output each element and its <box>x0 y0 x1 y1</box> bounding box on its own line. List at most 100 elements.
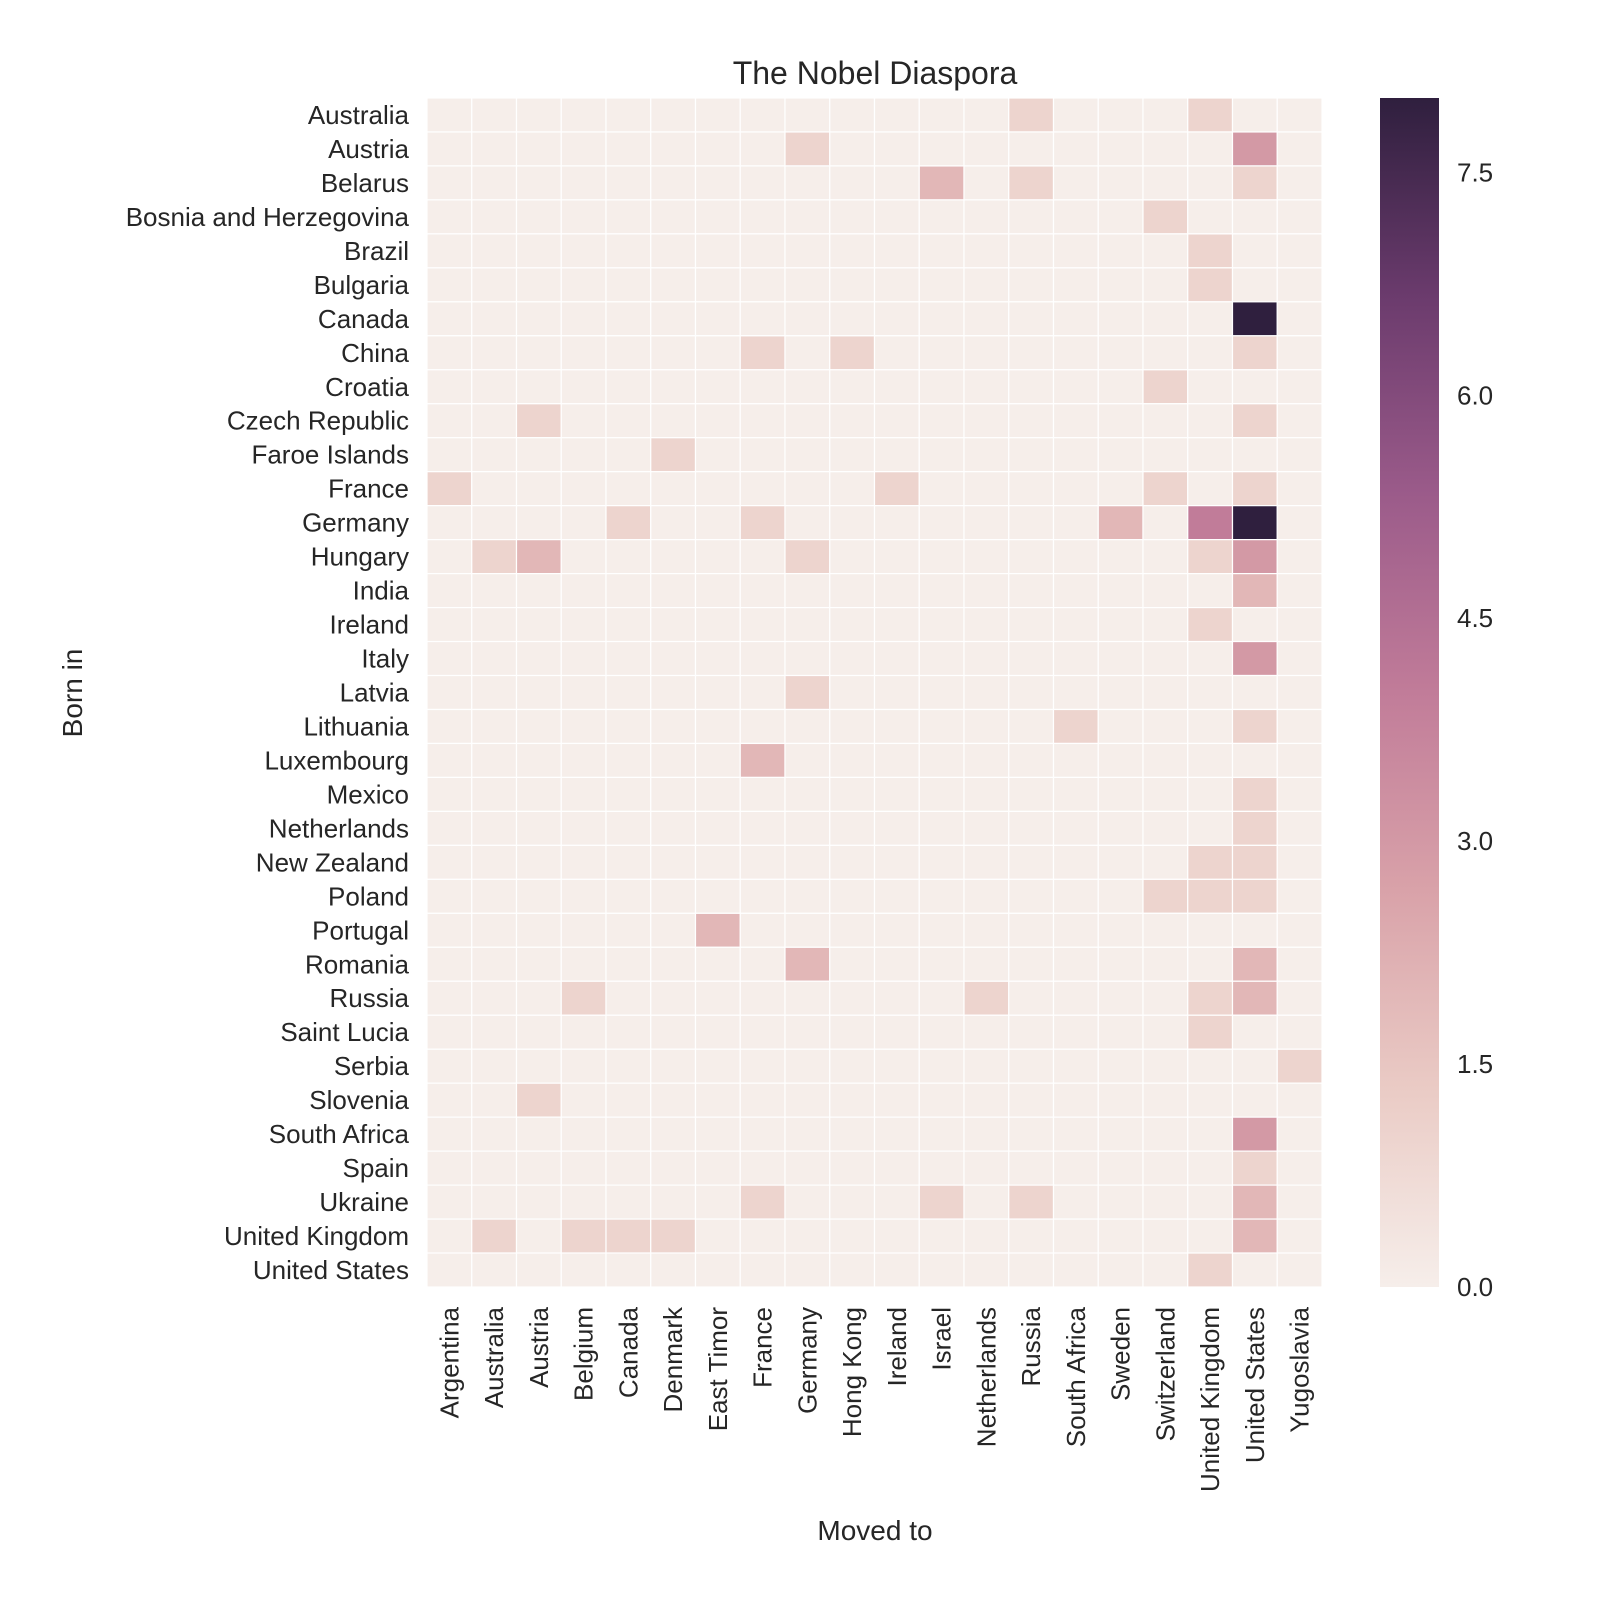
y-tick-label: Czech Republic <box>227 406 409 436</box>
heatmap-cell <box>1008 335 1055 371</box>
heatmap-cell <box>1008 539 1055 575</box>
heatmap-cell <box>426 437 473 473</box>
heatmap-cell <box>1008 878 1055 914</box>
heatmap-cell <box>426 301 473 337</box>
heatmap-cell <box>1097 505 1144 541</box>
heatmap-cell <box>1231 369 1278 405</box>
heatmap-cell <box>1052 946 1099 982</box>
heatmap-cell <box>873 980 920 1016</box>
heatmap-cell <box>426 505 473 541</box>
heatmap-cell <box>873 1184 920 1220</box>
heatmap-cell <box>560 572 607 609</box>
heatmap-cell <box>1052 471 1099 507</box>
heatmap-cell <box>1187 776 1234 813</box>
heatmap-cell <box>918 572 965 609</box>
heatmap-cell <box>560 233 607 269</box>
heatmap-cell <box>1276 810 1323 846</box>
heatmap-cell <box>605 776 652 813</box>
heatmap-cell <box>829 199 876 235</box>
heatmap-cell <box>829 471 876 507</box>
heatmap-cell <box>471 471 518 507</box>
heatmap-cell <box>694 539 741 575</box>
heatmap-cell <box>1008 267 1055 303</box>
heatmap-cell <box>694 810 741 846</box>
heatmap-cell <box>963 403 1010 439</box>
heatmap-cell <box>605 403 652 439</box>
heatmap-cell <box>560 912 607 948</box>
y-tick-label: Belarus <box>321 168 409 198</box>
heatmap-cell <box>560 1116 607 1152</box>
heatmap-cell <box>784 505 831 541</box>
heatmap-cell <box>873 776 920 813</box>
heatmap-cell <box>1008 301 1055 337</box>
heatmap-cell <box>560 335 607 371</box>
heatmap-cell <box>918 199 965 235</box>
heatmap-cell <box>1231 471 1278 507</box>
x-tick-label: Sweden <box>1106 1307 1136 1401</box>
heatmap-cell <box>426 946 473 982</box>
heatmap-cell <box>1276 708 1323 745</box>
heatmap-cell <box>650 1082 697 1118</box>
heatmap-cell <box>1231 640 1278 677</box>
heatmap-cell <box>963 912 1010 948</box>
heatmap-cell <box>1231 301 1278 337</box>
heatmap-cell <box>1142 267 1189 303</box>
heatmap-cell <box>918 403 965 439</box>
heatmap-cell <box>515 742 562 779</box>
heatmap-cell <box>1008 233 1055 269</box>
heatmap-cell <box>694 1116 741 1152</box>
heatmap-cell <box>1142 403 1189 439</box>
heatmap-cell <box>1097 1218 1144 1254</box>
heatmap-cell <box>963 1218 1010 1254</box>
heatmap-cell <box>829 1252 876 1288</box>
heatmap-cell <box>1142 810 1189 846</box>
heatmap-cell <box>471 810 518 846</box>
heatmap-cell <box>560 131 607 167</box>
heatmap-cell <box>694 1014 741 1050</box>
x-axis-label: Moved to <box>817 1515 932 1546</box>
heatmap-cell <box>1231 1082 1278 1118</box>
heatmap-cell <box>1097 165 1144 201</box>
heatmap-cell <box>650 946 697 982</box>
heatmap-cell <box>1142 369 1189 405</box>
heatmap-cell <box>1142 539 1189 575</box>
heatmap-cell <box>515 165 562 201</box>
heatmap-cell <box>784 708 831 745</box>
heatmap-cell <box>1052 505 1099 541</box>
heatmap-cell <box>1276 131 1323 167</box>
heatmap-cell <box>963 505 1010 541</box>
x-tick-label: Yugoslavia <box>1285 1306 1315 1432</box>
heatmap-cell <box>560 1252 607 1288</box>
heatmap-cell <box>1231 403 1278 439</box>
heatmap-cell <box>784 1048 831 1084</box>
heatmap-cell <box>694 776 741 813</box>
heatmap-cell <box>739 403 786 439</box>
heatmap-cell <box>739 1184 786 1220</box>
heatmap-cell <box>1142 199 1189 235</box>
heatmap-cell <box>1008 97 1055 133</box>
heatmap-cell <box>560 810 607 846</box>
heatmap-cell <box>515 912 562 948</box>
heatmap-cell <box>426 1116 473 1152</box>
x-tick-label: Belgium <box>569 1307 599 1401</box>
heatmap-cell <box>694 97 741 133</box>
heatmap-cell <box>650 742 697 779</box>
heatmap-cell <box>873 369 920 405</box>
heatmap-cell <box>694 505 741 541</box>
heatmap-cell <box>1231 1116 1278 1152</box>
heatmap-cell <box>784 539 831 575</box>
heatmap-cell <box>739 233 786 269</box>
heatmap-cell <box>1008 742 1055 779</box>
heatmap-cell <box>605 878 652 914</box>
heatmap-cell <box>784 1218 831 1254</box>
heatmap-cell <box>1142 776 1189 813</box>
heatmap-cell <box>471 403 518 439</box>
heatmap-cell <box>739 878 786 914</box>
heatmap-cell <box>560 403 607 439</box>
heatmap-cell <box>426 912 473 948</box>
heatmap-cell <box>963 199 1010 235</box>
heatmap-cell <box>873 199 920 235</box>
heatmap-cell <box>1231 165 1278 201</box>
heatmap-cell <box>784 335 831 371</box>
heatmap-cell <box>694 1184 741 1220</box>
